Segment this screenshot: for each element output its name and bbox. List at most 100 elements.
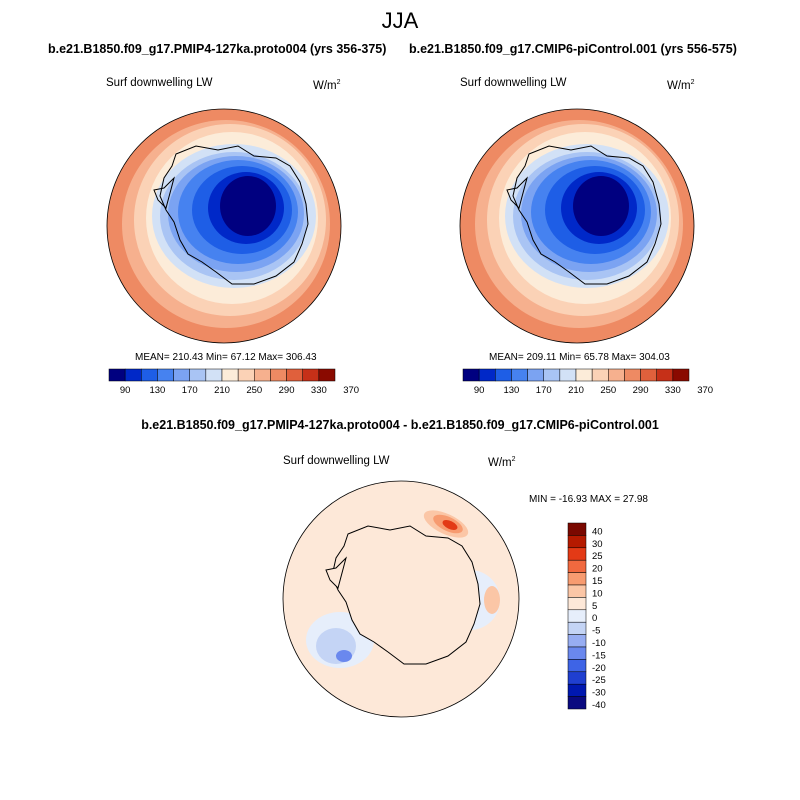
left-colorbar-swatch [302, 368, 320, 382]
diff-colorbar-tick-label: 40 [592, 526, 603, 537]
left-colorbar-tick-label: 330 [311, 385, 327, 396]
diff-colorbar-tick-label: -40 [592, 700, 606, 711]
right-map-border [459, 108, 695, 344]
right-colorbar-swatch [462, 368, 480, 382]
right-colorbar-tick-label: 170 [536, 385, 552, 396]
diff-colorbar-swatch [567, 683, 587, 697]
left-colorbar-swatch [254, 368, 271, 382]
diff-colorbar-tick-label: 30 [592, 539, 603, 550]
right-colorbar-swatch [624, 368, 641, 382]
right-colorbar-swatch [543, 368, 561, 382]
diff-colorbar-swatch [567, 572, 587, 586]
right-colorbar-swatch [575, 368, 593, 382]
diff-colorbar-tick-label: 10 [592, 588, 603, 599]
right-colorbar-swatch [527, 368, 544, 382]
left-colorbar: 90 130 170 210 250 290 330 370 [108, 368, 359, 396]
diff-colorbar-swatch [567, 547, 587, 561]
right-colorbar-tick-label: 370 [697, 385, 713, 396]
left-variable-label: Surf downwelling LW [106, 77, 213, 89]
left-colorbar-tick-label: 210 [214, 385, 230, 396]
diff-colorbar-tick-label: 25 [592, 551, 603, 562]
diff-map-border [282, 480, 520, 718]
left-colorbar-swatch [286, 368, 303, 382]
diff-colorbar-tick-label: -15 [592, 650, 606, 661]
left-colorbar-swatch [157, 368, 174, 382]
right-colorbar: 90 130 170 210 250 290 330 370 [462, 368, 713, 396]
left-colorbar-swatch [173, 368, 190, 382]
right-variable-label: Surf downwelling LW [460, 77, 567, 89]
left-colorbar-swatch [318, 368, 336, 382]
right-colorbar-tick-label: 250 [600, 385, 616, 396]
right-colorbar-swatch [559, 368, 577, 382]
left-stats: MEAN= 210.43 Min= 67.12 Max= 306.43 [135, 352, 317, 363]
diff-colorbar-tick-label: -25 [592, 675, 606, 686]
right-colorbar-tick-label: 210 [568, 385, 584, 396]
right-stats: MEAN= 209.11 Min= 65.78 Max= 304.03 [489, 352, 670, 363]
left-colorbar-tick-label: 130 [149, 385, 165, 396]
right-colorbar-tick-label: 130 [503, 385, 519, 396]
left-colorbar-tick-label: 250 [246, 385, 262, 396]
diff-colorbar-swatch [567, 584, 587, 598]
diff-colorbar-tick-label: 0 [592, 613, 597, 624]
left-colorbar-swatch [108, 368, 126, 382]
diff-colorbar-swatch [567, 609, 587, 623]
diff-colorbar-tick-label: -10 [592, 638, 606, 649]
left-colorbar-tick-label: 90 [120, 385, 131, 396]
diff-colorbar-tick-label: -20 [592, 663, 606, 674]
right-colorbar-swatch [495, 368, 512, 382]
diff-colorbar-tick-label: 15 [592, 576, 603, 587]
diff-variable-label: Surf downwelling LW [283, 455, 390, 467]
right-map-level-90 [573, 176, 629, 236]
right-colorbar-tick-label: 90 [474, 385, 485, 396]
diff-colorbar-tick-label: -5 [592, 626, 600, 637]
left-colorbar-swatch [124, 368, 142, 382]
right-map [460, 109, 694, 343]
right-colorbar-tick-label: 290 [633, 385, 649, 396]
diff-map-negative-core [336, 650, 352, 662]
right-colorbar-swatch [640, 368, 657, 382]
left-map-level-90 [220, 176, 276, 236]
diff-colorbar-swatch [567, 634, 587, 648]
left-colorbar-swatch [237, 368, 255, 382]
right-colorbar-swatch [672, 368, 690, 382]
right-panel-title: b.e21.B1850.f09_g17.CMIP6-piControl.001 … [409, 42, 737, 56]
left-colorbar-swatch [189, 368, 207, 382]
diff-map-positive-region-east [484, 586, 500, 614]
main-title: JJA [381, 8, 419, 33]
diff-colorbar-swatch [567, 559, 587, 573]
left-colorbar-swatch [270, 368, 287, 382]
diff-colorbar-swatch [567, 621, 587, 635]
diff-colorbar-swatch [567, 535, 587, 549]
right-colorbar-swatch [656, 368, 674, 382]
left-panel-title: b.e21.B1850.f09_g17.PMIP4-127ka.proto004… [48, 42, 387, 56]
difference-map [283, 481, 519, 717]
diff-stats: MIN = -16.93 MAX = 27.98 [529, 494, 648, 505]
diff-map-positive-core [442, 520, 458, 530]
difference-panel-title: b.e21.B1850.f09_g17.PMIP4-127ka.proto004… [141, 418, 659, 432]
left-colorbar-swatch [205, 368, 223, 382]
left-colorbar-tick-label: 370 [343, 385, 359, 396]
left-colorbar-swatch [221, 368, 239, 382]
right-colorbar-swatch [511, 368, 528, 382]
left-units-label: W/m2 [313, 79, 341, 92]
diff-colorbar-tick-label: 20 [592, 564, 603, 575]
diff-colorbar-swatch [567, 646, 587, 660]
diff-colorbar-swatch [567, 522, 587, 536]
left-map [107, 109, 341, 343]
right-colorbar-swatch [478, 368, 496, 382]
diff-colorbar-swatch [567, 597, 587, 611]
diff-colorbar-swatch [567, 696, 587, 710]
left-colorbar-tick-label: 290 [279, 385, 295, 396]
diff-colorbar-tick-label: -30 [592, 688, 606, 699]
left-colorbar-swatch [141, 368, 158, 382]
diff-colorbar-tick-label: 5 [592, 601, 597, 612]
right-units-label: W/m2 [667, 79, 695, 92]
diff-colorbar-swatch [567, 659, 587, 673]
left-map-border [106, 108, 342, 344]
diff-units-label: W/m2 [488, 456, 516, 469]
diff-colorbar-swatch [567, 671, 587, 685]
right-colorbar-swatch [591, 368, 609, 382]
left-colorbar-tick-label: 170 [182, 385, 198, 396]
